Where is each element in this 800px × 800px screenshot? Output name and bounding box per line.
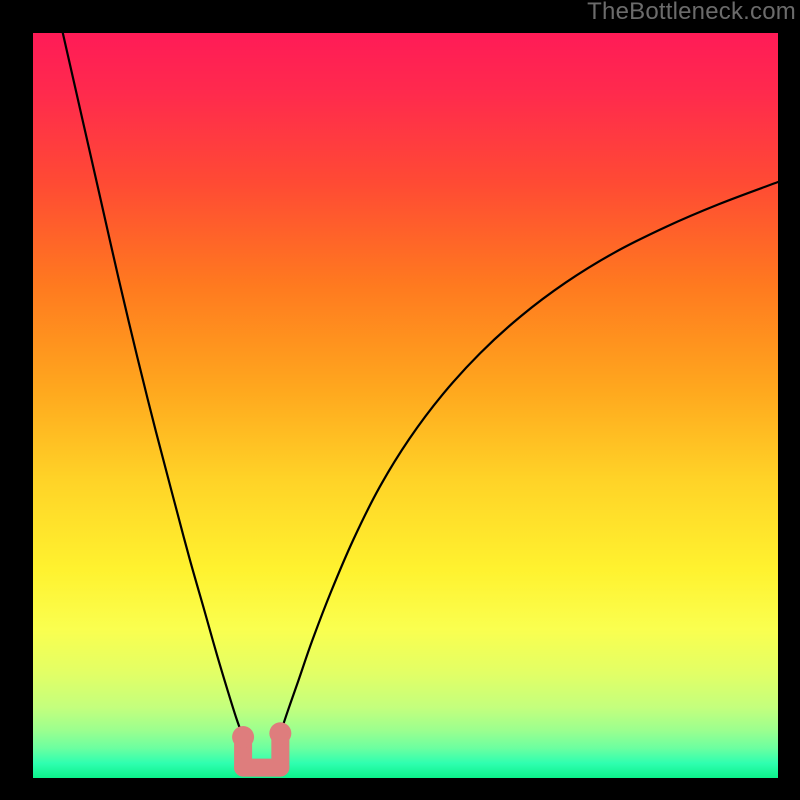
watermark-label: TheBottleneck.com [587,0,796,26]
marker-dot-left [232,726,254,748]
marker-layer [33,33,778,778]
plot-area [33,33,778,778]
marker-dot-right [269,722,291,744]
chart-stage: TheBottleneck.com [0,0,800,800]
